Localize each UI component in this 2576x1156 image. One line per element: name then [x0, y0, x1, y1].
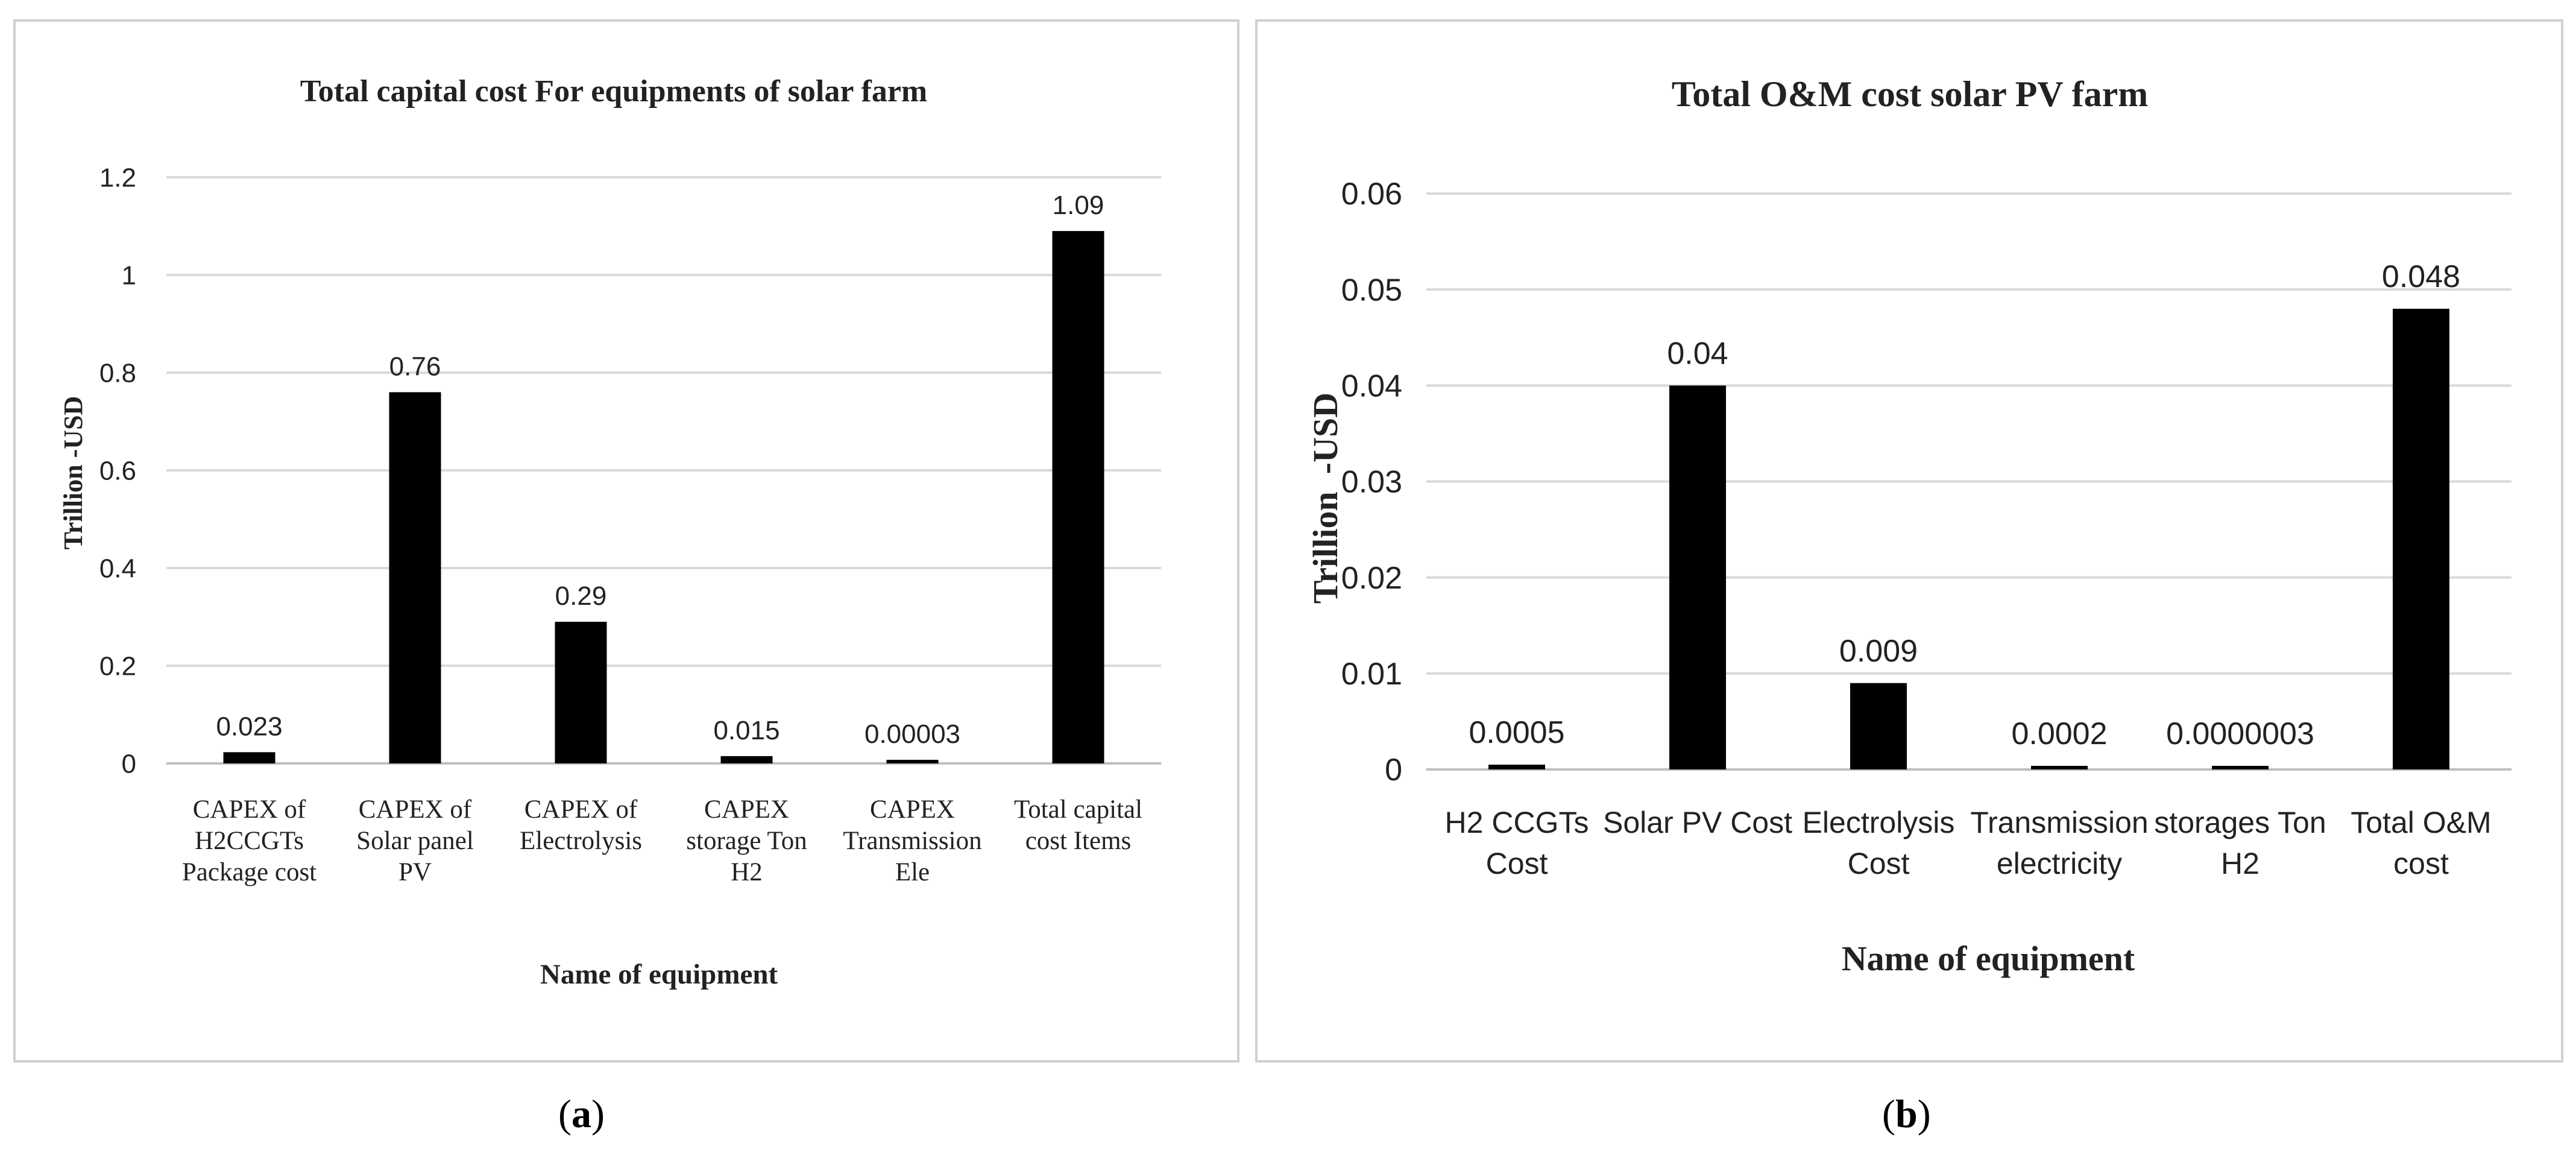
y-tick-label: 0 [1385, 753, 1402, 788]
category-label: Total O&M cost [2351, 806, 2491, 880]
bar [1669, 385, 1726, 769]
bar [720, 756, 773, 763]
category-label: CAPEX storage Ton H2 [686, 795, 807, 886]
y-tick-label: 0.02 [1341, 561, 1402, 596]
category-label: CAPEX of Solar panel PV [356, 795, 474, 886]
data-label: 0.009 [1839, 634, 1918, 669]
category-label: Transmission electricity [1970, 806, 2148, 880]
x-axis-label: Name of equipment [540, 959, 778, 990]
data-label: 0.015 [713, 716, 779, 745]
bar [1850, 683, 1907, 769]
y-tick-label: 0.05 [1341, 273, 1402, 308]
x-axis-label: Name of equipment [1842, 939, 2135, 978]
y-tick-label: 0.03 [1341, 465, 1402, 500]
chart-b: Total O&M cost solar PV farm 0 0.01 0.02 0.… [1306, 74, 2511, 978]
y-tick-label: 0.2 [99, 651, 136, 681]
y-axis-label: Trillion -USD [1306, 393, 1345, 604]
category-label: Solar PV Cost [1603, 806, 1792, 839]
data-label: 0.048 [2382, 259, 2460, 294]
y-tick-label: 0.4 [99, 554, 136, 583]
chart-panel-b: Total O&M cost solar PV farm 0 0.01 0.02 0.… [1255, 19, 2563, 1063]
caption-a: (a) [558, 1092, 605, 1136]
y-tick-label: 0 [122, 749, 136, 779]
data-label: 0.0005 [1469, 715, 1564, 750]
data-label: 0.00003 [864, 719, 960, 749]
chart-title: Total capital cost For equipments of sol… [300, 74, 927, 109]
category-label: storages Ton H2 [2154, 806, 2326, 880]
bar [886, 760, 939, 763]
y-tick-label: 0.06 [1341, 177, 1402, 212]
bar [1052, 231, 1104, 764]
data-label: 0.023 [216, 712, 282, 741]
category-label: CAPEX of H2CCGTs Package cost [182, 795, 316, 886]
bar [223, 752, 276, 763]
caption-b: (b) [1882, 1092, 1931, 1136]
y-tick-label: 0.04 [1341, 369, 1402, 404]
data-label: 1.09 [1053, 191, 1104, 220]
bar [2031, 766, 2088, 769]
bar [555, 622, 607, 763]
category-label: H2 CCGTs Cost [1445, 806, 1589, 880]
data-label: 0.0000003 [2166, 716, 2314, 751]
y-tick-label: 0.01 [1341, 657, 1402, 692]
category-label: Electrolysis Cost [1803, 806, 1955, 880]
bar [1488, 765, 1545, 769]
category-label: CAPEX of Electrolysis [520, 795, 642, 855]
y-axis-label: Trillion -USD [58, 396, 88, 550]
category-label: CAPEX Transmission Ele [843, 795, 981, 886]
chart-a: Total capital cost For equipments of sol… [58, 74, 1161, 990]
data-label: 0.04 [1667, 336, 1728, 371]
bar [389, 392, 441, 763]
data-label: 0.29 [555, 581, 607, 611]
data-label: 0.76 [389, 352, 441, 381]
chart-title: Total O&M cost solar PV farm [1672, 74, 2148, 114]
y-tick-label: 0.8 [99, 358, 136, 388]
bar [2393, 309, 2449, 769]
bar [2212, 766, 2269, 769]
y-tick-label: 1.2 [99, 163, 136, 192]
category-label: Total capital cost Items [1014, 795, 1142, 855]
y-tick-label: 1 [122, 261, 136, 290]
chart-panel-a: Total capital cost For equipments of sol… [13, 19, 1239, 1063]
y-tick-label: 0.6 [99, 456, 136, 485]
data-label: 0.0002 [2011, 716, 2107, 751]
